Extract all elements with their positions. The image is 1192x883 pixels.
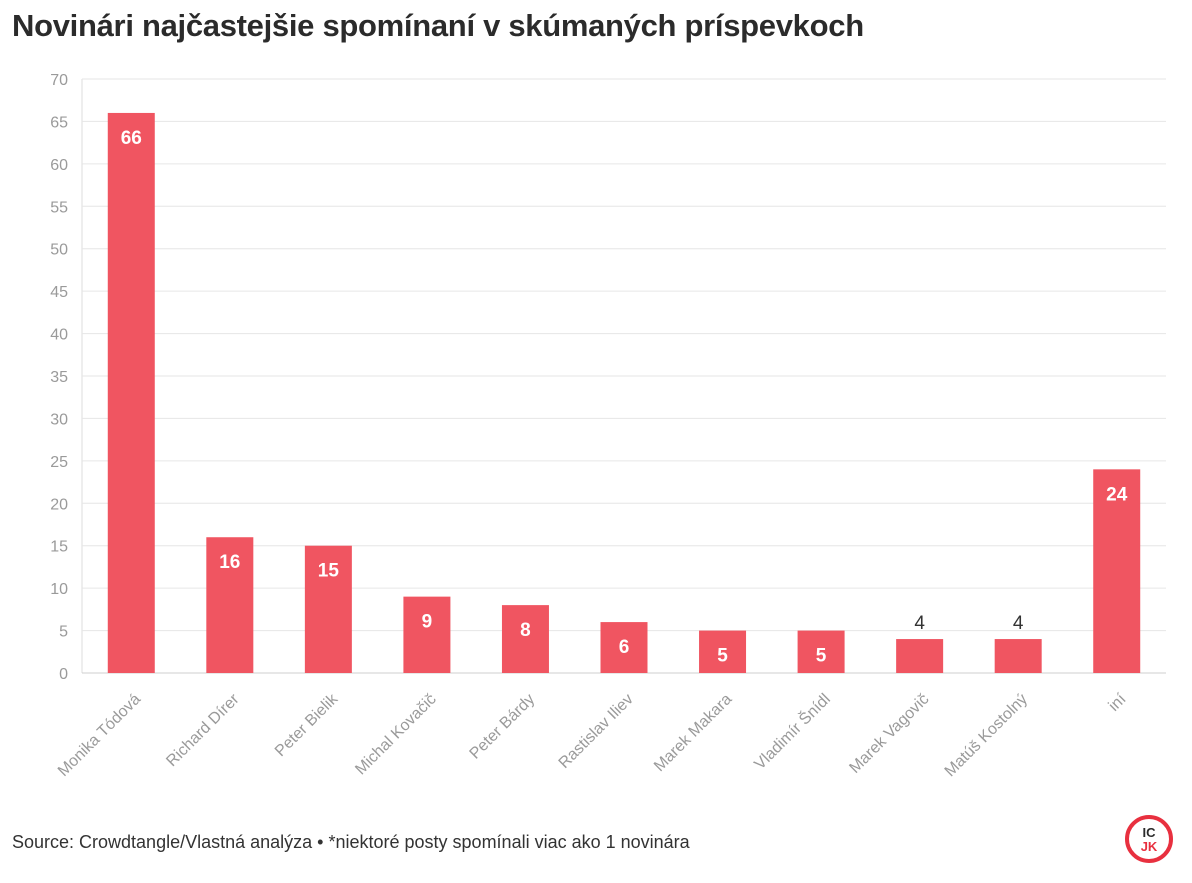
x-tick-label: Michal Kovačič	[352, 691, 439, 778]
data-labels: 66 16 15 9 8 6 5 5 4 4 24	[121, 128, 1128, 667]
bar-value-label: 9	[422, 612, 433, 633]
icjk-logo: IC JK	[1125, 815, 1173, 863]
y-tick-label: 20	[50, 496, 68, 513]
bar-value-label: 6	[619, 637, 630, 658]
bar-value-label: 8	[520, 620, 531, 641]
bar	[403, 596, 451, 673]
y-tick-label: 35	[50, 369, 68, 386]
x-tick-label: iní	[1106, 690, 1130, 714]
y-tick-label: 60	[50, 157, 68, 174]
logo-text-top: IC	[1143, 825, 1157, 840]
bar-value-label: 4	[1013, 613, 1024, 634]
y-tick-label: 10	[50, 581, 68, 598]
x-tick-label: Marek Vagovič	[846, 691, 932, 777]
bar-value-label: 4	[914, 613, 925, 634]
bar	[107, 112, 155, 673]
bar-value-label: 16	[219, 552, 240, 573]
x-axis-ticks: Monika Tódová Richard Dírer Peter Bielik Mi…	[55, 689, 1130, 780]
x-tick-label: Rastislav Iliev	[556, 691, 637, 772]
x-tick-label: Richard Dírer	[163, 690, 243, 770]
y-tick-label: 5	[59, 624, 68, 641]
source-note: Source: Crowdtangle/Vlastná analýza • *n…	[12, 832, 690, 852]
x-tick-label: Vladimír Šnídl	[750, 689, 834, 773]
x-tick-label: Peter Bárdy	[467, 691, 539, 763]
bar	[600, 622, 648, 673]
bar-value-label: 66	[121, 128, 142, 149]
chart-title: Novinári najčastejšie spomínaní v skúman…	[12, 8, 864, 43]
x-tick-label: Marek Makara	[651, 691, 735, 775]
logo-text-bottom: JK	[1141, 839, 1158, 854]
bar-value-label: 5	[717, 646, 728, 667]
y-tick-label: 0	[59, 666, 68, 683]
y-tick-label: 70	[50, 72, 68, 89]
y-tick-label: 40	[50, 327, 68, 344]
y-tick-label: 65	[50, 114, 68, 131]
bar	[501, 605, 549, 673]
y-tick-label: 25	[50, 454, 68, 471]
y-tick-label: 15	[50, 539, 68, 556]
y-tick-label: 55	[50, 199, 68, 216]
bar	[994, 639, 1042, 673]
bar-value-label: 5	[816, 646, 827, 667]
x-tick-label: Matúš Kostolný	[942, 691, 1031, 780]
x-tick-label: Peter Bielik	[272, 690, 342, 760]
y-tick-label: 50	[50, 242, 68, 259]
bar	[699, 630, 747, 673]
bar-value-label: 24	[1106, 484, 1128, 505]
y-axis-ticks: 0 5 10 15 20 25 30 35 40 45 50 55 60 65 70	[50, 72, 68, 683]
bar	[797, 630, 845, 673]
bar-value-label: 15	[318, 561, 340, 582]
y-tick-label: 45	[50, 284, 68, 301]
x-tick-label: Monika Tódová	[55, 691, 144, 780]
bars	[107, 112, 1141, 673]
bar	[206, 537, 254, 673]
bar	[304, 545, 352, 673]
logo-ring	[1125, 815, 1173, 863]
y-tick-label: 30	[50, 411, 68, 428]
bar	[896, 639, 944, 673]
bar	[1093, 469, 1141, 673]
gridlines	[81, 78, 1166, 674]
